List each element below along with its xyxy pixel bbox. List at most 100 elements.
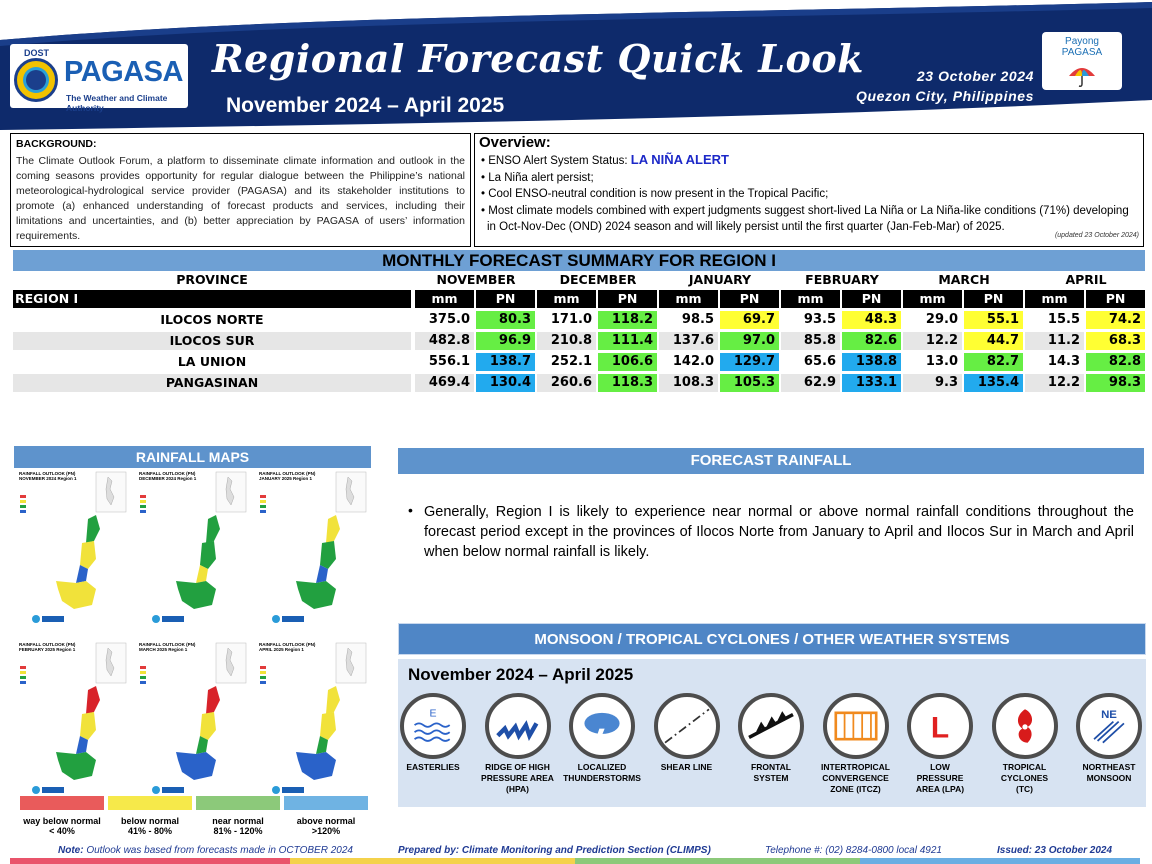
- low-pressure-icon: L: [907, 693, 973, 759]
- weather-system-label-line: SHEAR LINE: [660, 762, 713, 772]
- region-map-icon: [260, 471, 367, 623]
- legend-item: above normal >120%: [284, 796, 368, 838]
- overview-item-text: Cool ENSO-neutral condition is now prese…: [488, 188, 829, 200]
- unit-pn: PN: [1086, 290, 1145, 308]
- weather-system-label: LOCALIZED THUNDERSTORMS: [560, 762, 644, 784]
- weather-system-label-line: ZONE (ITCZ): [830, 784, 881, 794]
- weather-system-label-line: TROPICAL: [1002, 762, 1047, 772]
- bullet: •: [408, 502, 413, 518]
- pn-value: 118.2: [598, 311, 657, 329]
- region-label: REGION I: [13, 290, 411, 308]
- weather-system-label-line: NORTHEAST: [1082, 762, 1136, 772]
- pn-value: 80.3: [476, 311, 535, 329]
- pn-value: 82.7: [964, 353, 1023, 371]
- mm-value: 62.9: [781, 374, 840, 392]
- weather-system-item: FRONTAL SYSTEM: [729, 693, 813, 784]
- month-header: NOVEMBER: [436, 272, 516, 287]
- weather-systems-title: MONSOON / TROPICAL CYCLONES / OTHER WEAT…: [398, 623, 1146, 655]
- weather-system-label: INTERTROPICAL CONVERGENCE ZONE (ITCZ): [814, 762, 898, 795]
- pn-value: 118.3: [598, 374, 657, 392]
- forecast-period: November 2024 – April 2025: [226, 94, 505, 117]
- legend-swatch: [20, 796, 104, 810]
- legend-swatch: [108, 796, 192, 810]
- easterlies-icon: E: [400, 693, 466, 759]
- footer-note: Note: Outlook was based from forecasts m…: [58, 843, 353, 859]
- overview-updated: (updated 23 October 2024): [1054, 231, 1139, 239]
- weather-system-label: TROPICAL CYCLONES (TC): [983, 762, 1067, 795]
- table-row: ILOCOS SUR 482.8 96.9 210.8 111.4 137.6 97.0 85…: [13, 332, 1145, 350]
- pn-value: 106.6: [598, 353, 657, 371]
- ridge-icon: [484, 693, 551, 759]
- weather-systems-panel: November 2024 – April 2025 E EASTERLIES RI…: [398, 659, 1146, 807]
- month-header-row: PROVINCE NOVEMBER DECEMBER JANUARY FEBRUARY M…: [13, 271, 1145, 289]
- weather-system-item: LOCALIZED THUNDERSTORMS: [560, 693, 644, 784]
- forecast-rainfall-title: FORECAST RAINFALL: [398, 448, 1144, 474]
- legend-item: below normal 41% - 80%: [108, 796, 192, 838]
- pn-value: 129.7: [720, 353, 779, 371]
- footer: Note: Outlook was based from forecasts m…: [0, 843, 1152, 859]
- weather-system-label: NORTHEAST MONSOON: [1067, 762, 1151, 784]
- pn-value: 138.8: [842, 353, 901, 371]
- northeast-monsoon-icon: NE: [1076, 693, 1142, 759]
- legend-range: 41% - 80%: [127, 826, 173, 836]
- pn-value: 82.6: [842, 332, 901, 350]
- enso-status: LA NIÑA ALERT: [630, 152, 729, 167]
- itcz-icon: [822, 693, 889, 759]
- legend-item: way below normal < 40%: [20, 796, 104, 838]
- footer-issued: Issued: 23 October 2024: [997, 845, 1113, 856]
- table-row: ILOCOS NORTE 375.0 80.3 171.0 118.2 98.5 69.7 9…: [13, 311, 1145, 329]
- footer-stripe-green: [575, 858, 860, 864]
- pn-value: 48.3: [842, 311, 901, 329]
- region-map-icon: [20, 642, 127, 794]
- weather-system-item: RIDGE OF HIGH PRESSURE AREA (HPA): [476, 693, 560, 795]
- payong-line1: Payong: [1065, 36, 1099, 47]
- weather-system-label-line: LOCALIZED: [577, 762, 627, 772]
- pagasa-tagline: The Weather and Climate Authority: [66, 93, 168, 113]
- weather-system-item: NE NORTHEAST MONSOON: [1067, 693, 1151, 784]
- province-name: ILOCOS NORTE: [160, 312, 264, 327]
- legend-item: near normal 81% - 120%: [196, 796, 280, 838]
- pn-value: 44.7: [964, 332, 1023, 350]
- weather-system-label-line: AREA (LPA): [915, 784, 965, 794]
- weather-system-label: EASTERLIES: [391, 762, 475, 773]
- unit-pn: PN: [842, 290, 901, 308]
- rainfall-map-label: RAINFALL OUTLOOK (PN) MARCH 2025 Region …: [139, 642, 196, 652]
- pn-value: 138.7: [476, 353, 535, 371]
- payong-pagasa-logo: Payong PAGASA: [1042, 32, 1122, 90]
- weather-system-label-line: RIDGE OF HIGH: [485, 762, 550, 772]
- table-row: PANGASINAN 469.4 130.4 260.6 118.3 108.3 105.3…: [13, 374, 1145, 392]
- weather-system-label-line: (HPA): [506, 784, 529, 794]
- unit-pn: PN: [476, 290, 535, 308]
- rainfall-map: RAINFALL OUTLOOK (PN) FEBRUARY 2025 Regi…: [16, 640, 130, 802]
- pn-value: 96.9: [476, 332, 535, 350]
- issue-date: 23 October 2024: [916, 68, 1034, 84]
- mm-value: 93.5: [803, 312, 836, 327]
- mm-value: 13.0: [925, 354, 958, 369]
- pn-value: 135.4: [964, 374, 1023, 392]
- mm-value: 11.2: [1025, 332, 1084, 350]
- mm-value: 482.8: [415, 332, 474, 350]
- issue-info: 23 October 2024 Quezon City, Philippines: [856, 66, 1034, 106]
- month-header: APRIL: [1065, 272, 1107, 287]
- rainfall-maps-title: RAINFALL MAPS: [14, 446, 371, 468]
- mm-value: 469.4: [415, 374, 474, 392]
- overview-item: • La Niña alert persist;: [481, 171, 594, 184]
- pn-value: 130.4: [476, 374, 535, 392]
- mm-value: 142.0: [672, 354, 714, 369]
- mm-value: 210.8: [537, 332, 596, 350]
- rainfall-map-label: RAINFALL OUTLOOK (PN) NOVEMBER 2024 Regi…: [19, 471, 77, 481]
- legend-name: above normal: [296, 816, 356, 826]
- weather-systems-period: November 2024 – April 2025: [408, 665, 634, 684]
- tropical-cyclone-icon: [991, 693, 1058, 759]
- enso-status-line: • ENSO Alert System Status: LA NIÑA ALER…: [481, 152, 729, 167]
- overview-item: • Most climate models combined with expe…: [481, 204, 1129, 234]
- pn-value: 68.3: [1086, 332, 1145, 350]
- province-header: PROVINCE: [176, 272, 248, 287]
- region-map-icon: [20, 471, 127, 623]
- mm-value: 9.3: [903, 374, 962, 392]
- mm-value: 85.8: [781, 332, 840, 350]
- mm-value: 260.6: [537, 374, 596, 392]
- mm-value: 14.3: [1047, 354, 1080, 369]
- mm-value: 12.2: [1025, 374, 1084, 392]
- frontal-system-icon: [738, 693, 804, 759]
